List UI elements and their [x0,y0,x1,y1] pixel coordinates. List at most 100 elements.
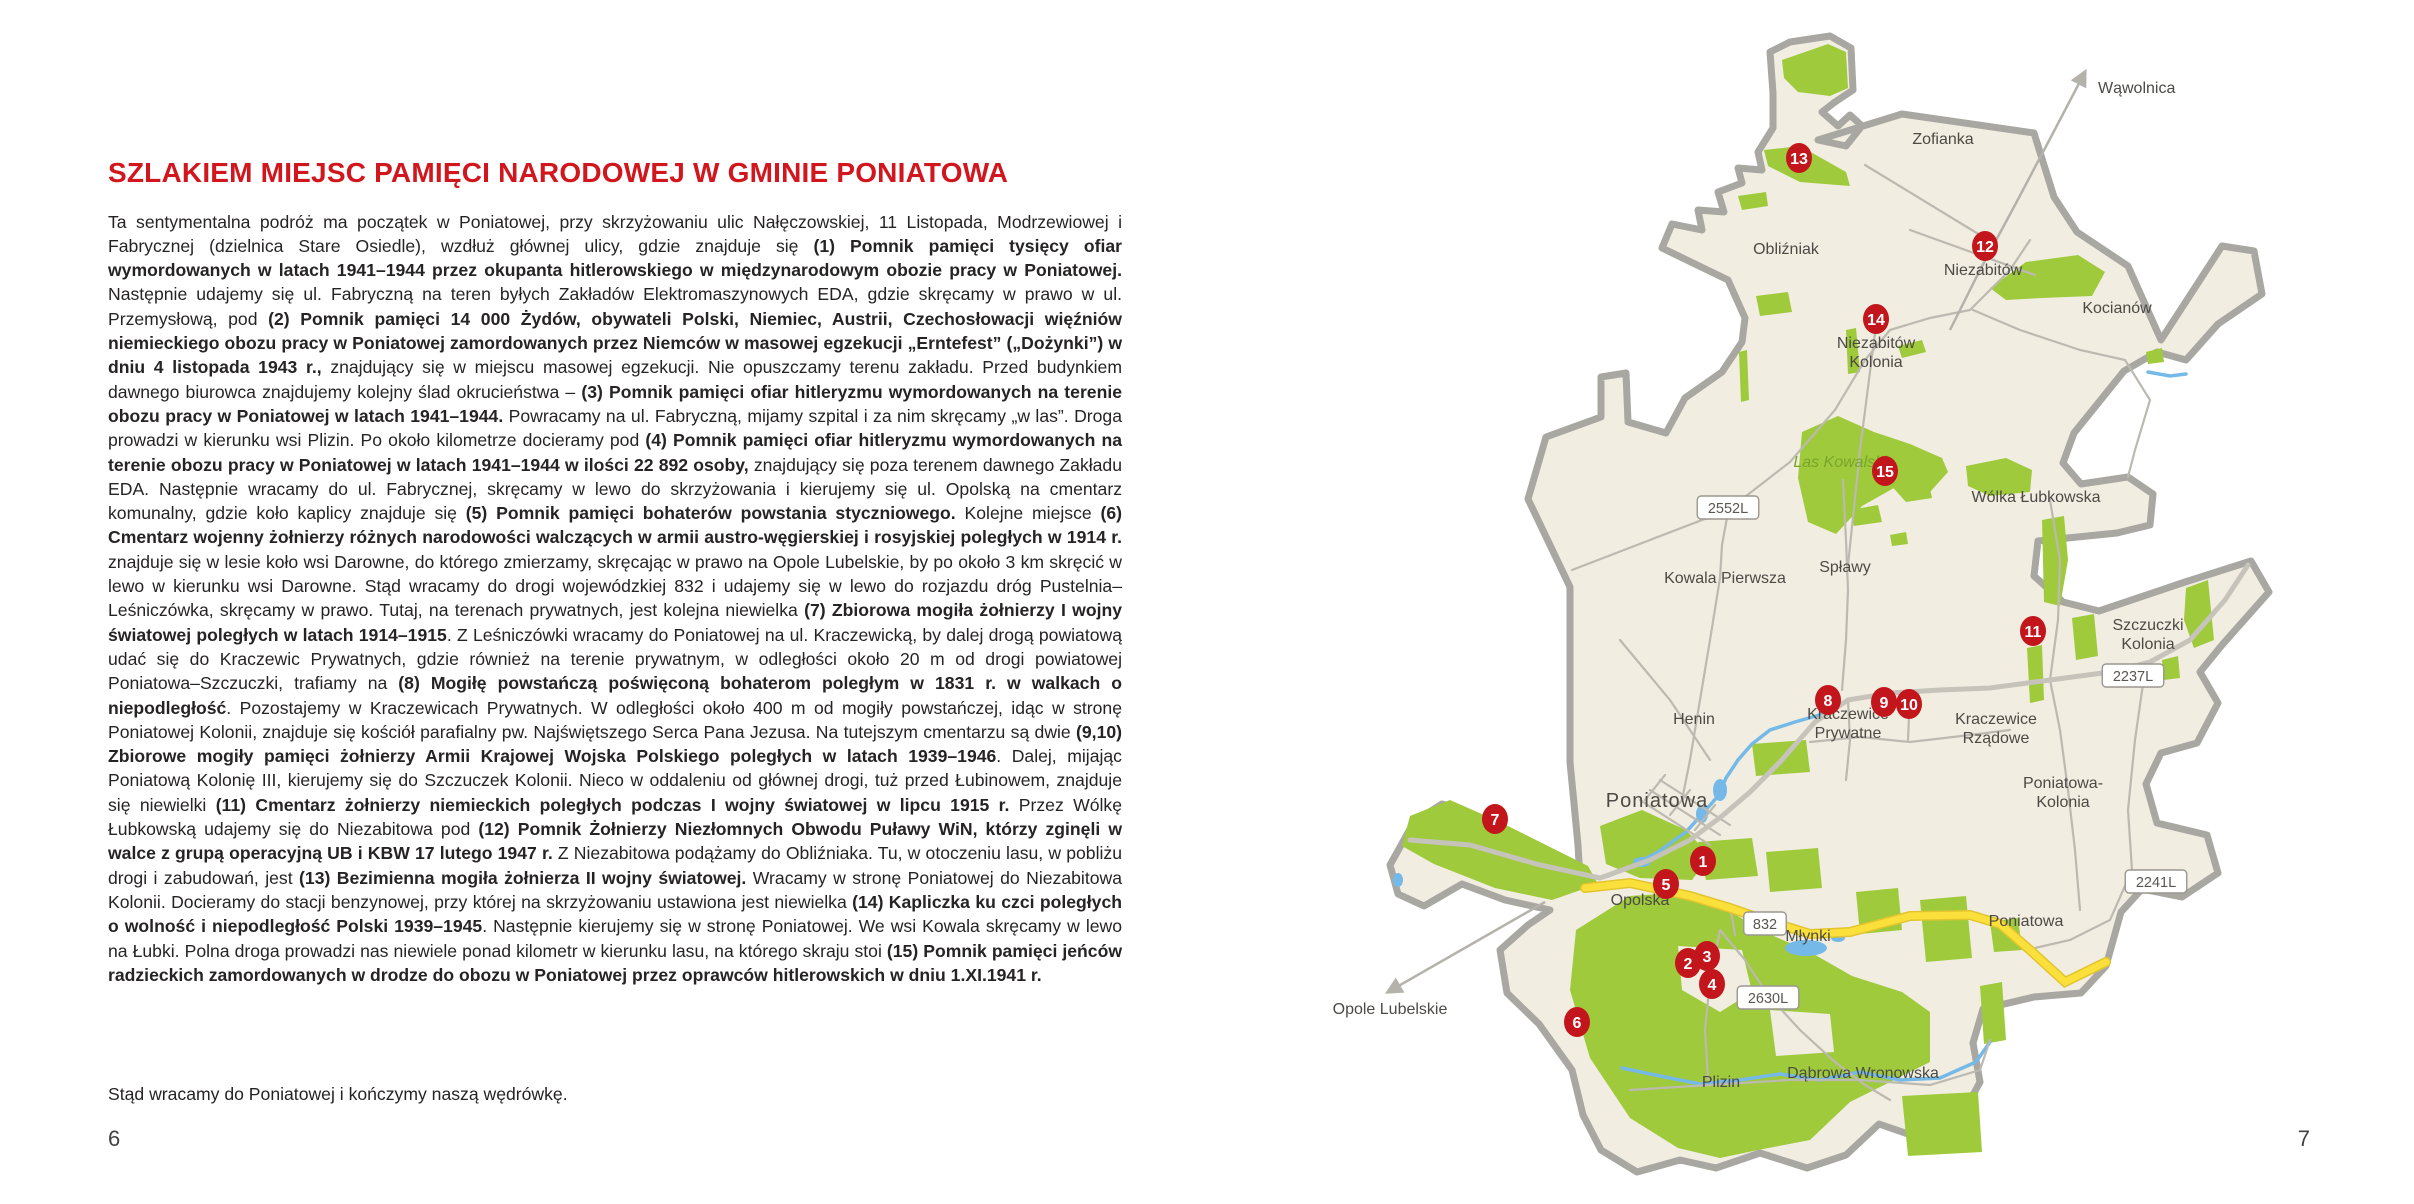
page-number-left: 6 [108,1126,121,1151]
map-place-label: Opolska [1611,892,1670,909]
svg-text:1: 1 [1699,854,1708,871]
gmina-map: 2552L 2237L 2241L 2630L 832 Wąwolnica Zofiank… [1290,0,2414,1204]
body-text-run: Ta sentymentalna podróż ma początek w Po… [108,211,1122,256]
site-marker-6: 6 [1564,1007,1590,1037]
body-text-run: znajdujący się w miejscu masowej egzekuc… [108,357,1122,402]
site-marker-11: 11 [2020,616,2046,646]
svg-text:2630L: 2630L [1748,991,1788,1007]
direction-arrows [1384,68,2087,994]
page-number-right: 7 [2297,1126,2310,1151]
map-place-label: Poniatowa [1606,790,1708,812]
svg-text:2237L: 2237L [2113,669,2153,685]
map-labels: Wąwolnica Zofianka Obliźniak Niezabitów Koci… [1333,80,2184,1091]
body-text-run: Wracamy w stronę Poniatowej do Niezabito… [108,867,1122,912]
body-text-run: znajdujący się poza terenem dawnego Zakł… [108,454,1122,524]
site-marker-10: 10 [1896,689,1922,719]
svg-text:2241L: 2241L [2136,875,2176,891]
site-marker-14: 14 [1863,304,1889,334]
road-number-badge: 2237L [2101,663,2165,688]
site-description-bold: (11) Cmentarz żołnierzy niemieckich pole… [215,794,1010,815]
svg-text:3: 3 [1703,949,1712,966]
site-description-bold: (12) Pomnik Żołnierzy Niezłomnych Obwodu… [108,819,1123,864]
body-text-run: . Z Leśniczówki wracamy do Poniatowej na… [108,624,1123,694]
body-text-run: Następnie udajemy się ul. Fabryczną na t… [108,284,1122,329]
body-text-run: . Następnie kierujemy się w stronę Ponia… [108,916,1122,961]
site-marker-7: 7 [1482,804,1508,834]
map-place-label: Wólka Łubkowska [1972,489,2101,506]
site-description-bold: (8) Mogiłę powstańczą poświęconą bohater… [108,673,1122,718]
site-description-bold: (1) Pomnik pamięci tysięcy ofiar wymordo… [108,235,1122,281]
road-number-badge: 2630L [1736,985,1800,1010]
map-place-label: Spławy [1819,559,1871,576]
svg-text:15: 15 [1876,464,1894,481]
body-paragraph: Ta sentymentalna podróż ma początek w Po… [108,210,1122,988]
map-place-label: Poniatowa-Kolonia [2023,775,2103,811]
map-place-label: Kowala Pierwsza [1664,570,1786,587]
map-place-label: Las Kowalski [1793,454,1887,471]
svg-text:7: 7 [1491,812,1500,829]
closing-paragraph: Stąd wracamy do Poniatowej i kończymy na… [108,1083,568,1104]
site-description-bold: (14) Kapliczka ku czci poległych o wolno… [108,891,1122,937]
body-text-run: Powracamy na ul. Fabryczną, mijamy szpit… [108,405,1122,451]
site-description-bold: (6) Cmentarz wojenny żołnierzy różnych n… [108,503,1123,548]
road-832-yellow [1580,877,2111,988]
site-marker-4: 4 [1699,969,1725,999]
body-text-run: Kolejne miejsce [955,503,1101,524]
svg-text:832: 832 [1753,917,1777,933]
map-place-label: Dąbrowa Wronowska [1787,1065,1939,1082]
site-marker-9: 9 [1871,687,1897,717]
svg-text:10: 10 [1900,697,1918,714]
svg-text:13: 13 [1790,151,1808,168]
svg-text:14: 14 [1867,312,1885,329]
site-marker-1: 1 [1690,846,1716,876]
site-description-bold: (3) Pomnik pamięci ofiar hitleryzmu wymo… [108,381,1122,426]
body-text-run: . Dalej, mijając Poniatową Kolonię III, … [108,746,1122,815]
svg-text:6: 6 [1573,1015,1582,1032]
site-marker-12: 12 [1972,231,1998,261]
site-marker-3: 3 [1694,941,1720,971]
site-marker-8: 8 [1815,685,1841,715]
site-description-bold: (15) Pomnik pamięci jeńców radzieckich z… [108,940,1123,985]
site-description-bold: (4) Pomnik pamięci ofiar hitleryzmu wymo… [108,430,1122,475]
site-description-bold: (2) Pomnik pamięci 14 000 Żydów, obywate… [108,308,1122,378]
svg-text:8: 8 [1824,693,1833,710]
site-description-bold: (5) Pomnik pamięci bohaterów powstania s… [465,503,956,524]
svg-text:4: 4 [1708,977,1717,994]
road-badges: 2552L 2237L 2241L 2630L 832 [1696,495,2188,1010]
map-place-label: Henin [1673,711,1715,728]
map-place-label: Opole Lubelskie [1333,1001,1448,1018]
site-description-bold: (9,10) Zbiorowe mogiły pamięci żołnierzy… [108,721,1122,767]
roads-minor [1570,163,2152,1102]
map-place-label: Młynki [1785,928,1830,945]
site-marker-13: 13 [1786,143,1812,173]
wawolnica-arrow [1948,68,2087,331]
svg-text:11: 11 [2025,624,2042,641]
svg-text:9: 9 [1880,695,1889,712]
map-place-label: Plizin [1702,1074,1740,1091]
map-place-label: Wąwolnica [2098,80,2175,97]
map-place-label: Kocianów [2082,300,2152,317]
page-title: SZLAKIEM MIEJSC PAMIĘCI NARODOWEJ W GMIN… [108,156,1009,188]
svg-text:5: 5 [1662,877,1671,894]
forest-patches [1402,44,2214,1158]
svg-text:12: 12 [1976,239,1994,256]
map-place-label: Niezabitów [1944,262,2023,279]
body-text-run: znajduje się w lesie koło wsi Darowne, d… [108,551,1122,621]
map-place-label: Niezabitów Kolonia [1837,335,1916,371]
site-marker-15: 15 [1872,456,1898,486]
site-description-bold: (13) Bezimienna mogiła żołnierza II wojn… [299,867,747,888]
opole-arrow [1384,900,1546,994]
map-place-label: Obliźniak [1753,241,1820,258]
site-marker-5: 5 [1653,869,1679,899]
svg-text:2: 2 [1684,956,1693,973]
map-place-label: Kraczewice Rządowe [1955,711,2037,747]
map-place-label: Zofianka [1912,131,1973,148]
body-text-run: . Pozostajemy w Kraczewicach Prywatnych.… [108,697,1122,742]
map-place-label: Poniatowa [1989,913,2064,930]
road-number-badge: 2552L [1696,495,1760,520]
svg-text:2552L: 2552L [1708,501,1748,517]
map-place-label: Szczuczki Kolonia [2112,617,2183,653]
